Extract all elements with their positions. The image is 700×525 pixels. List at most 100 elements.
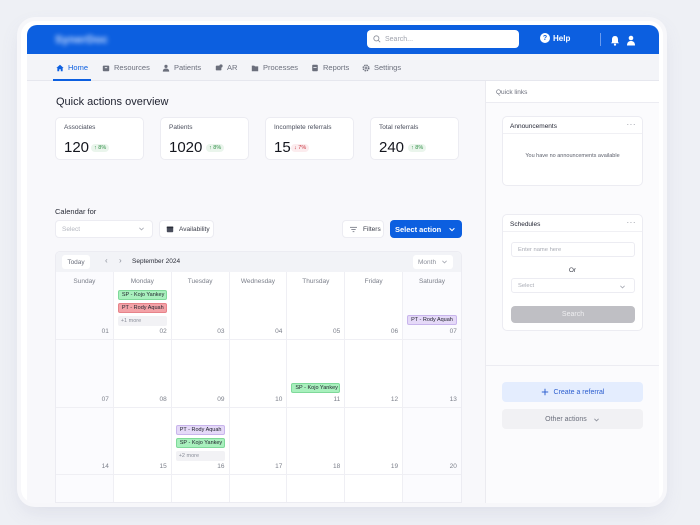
day-cell[interactable] [287,475,346,502]
calendar-event[interactable]: PT - Rody Aquah [407,315,457,325]
calendar-event[interactable]: SP - Kojo Yankey [117,290,167,300]
day-cell[interactable] [113,475,172,502]
announcements-title: Announcements [510,123,557,130]
today-button[interactable]: Today [62,255,90,269]
day-cell[interactable]: Thursday 05 [287,272,346,339]
or-label: Or [568,267,577,274]
day-cell[interactable] [229,475,288,502]
filters-button[interactable]: Filters [342,220,384,238]
main-content: Quick actions overview Associates 120 ↑ … [27,81,485,503]
day-cell[interactable]: PT - Rody Aquah SP - Kojo Yankey +2 more… [171,408,230,474]
day-cell[interactable]: 09 [171,340,230,407]
more-options-icon[interactable]: ··· [626,218,636,227]
search-input[interactable]: Search... [367,30,519,48]
home-icon [56,64,64,71]
plus-icon [541,388,548,396]
nav-ar-label: AR [227,63,238,72]
more-events-link[interactable]: +2 more [175,451,225,461]
stat-card-associates[interactable]: Associates 120 ↑ 8% [55,117,144,160]
notifications-button[interactable] [610,33,620,51]
day-cell[interactable] [171,475,230,502]
app-logo[interactable]: SynerDoc [55,34,108,46]
user-icon [627,35,635,46]
day-cell[interactable]: 19 [345,408,404,474]
day-cell[interactable]: 17 [229,408,288,474]
user-menu-button[interactable] [626,33,636,51]
schedule-name-input[interactable]: Enter name here [511,242,635,257]
day-cell[interactable]: 08 [113,340,172,407]
day-cell[interactable] [56,475,114,502]
stat-label: Incomplete referrals [274,124,332,131]
schedule-search-button[interactable]: Search [511,306,635,323]
gear-icon [362,63,370,72]
calendar-week: 14 15 PT - Rody Aquah SP - Kojo Yankey +… [56,408,461,475]
nav-resources[interactable]: Resources [102,54,150,81]
next-month-button[interactable]: › [119,256,122,265]
availability-button[interactable]: Availability [159,220,214,238]
calendar-event[interactable]: SP - Kojo Yankey [291,383,341,393]
chevron-down-icon [449,227,455,232]
day-cell[interactable]: 20 [403,408,461,474]
stat-label: Associates [64,124,96,131]
schedule-select[interactable]: Select [511,278,635,293]
nav-patients[interactable]: Patients [162,54,201,81]
day-cell[interactable]: 13 [403,340,461,407]
nav-home[interactable]: Home [52,54,92,81]
more-options-icon[interactable]: ··· [626,120,636,129]
view-select[interactable]: Month [413,255,453,269]
day-number: 19 [390,463,399,470]
help-label: Help [553,33,571,43]
day-cell[interactable]: Sunday 01 [56,272,114,339]
day-of-week-label: Tuesday [187,278,213,285]
calendar-event[interactable]: SP - Kojo Yankey [175,438,225,448]
day-cell[interactable]: Wednesday 04 [229,272,288,339]
filters-label: Filters [363,225,381,233]
quick-links-header: Quick links [486,81,659,103]
help-button[interactable]: ? Help [540,33,570,43]
report-icon [312,64,318,71]
calendar-event[interactable]: PT - Rody Aquah [117,303,167,313]
day-number: 14 [101,463,109,470]
day-cell[interactable]: 07 [56,340,114,407]
stat-value: 120 [64,139,90,156]
calendar-icon [166,226,174,233]
nav-ar[interactable]: AR [215,54,237,81]
select-action-dropdown[interactable]: Select action [390,220,462,238]
day-cell[interactable]: Saturday PT - Rody Aquah 07 [403,272,461,339]
day-cell[interactable]: 14 [56,408,114,474]
day-number: 02 [159,328,167,335]
app-window: SynerDoc Search... ? Help Home Resources… [21,21,663,503]
stat-card-patients[interactable]: Patients 1020 ↑ 8% [160,117,249,160]
nav-reports[interactable]: Reports [311,54,349,81]
topbar-divider [600,33,601,46]
calendar-for-select[interactable]: Select [55,220,153,238]
other-actions-button[interactable]: Other actions [502,409,643,429]
create-referral-button[interactable]: Create a referral [502,382,643,402]
select-action-label: Select action [395,224,442,234]
prev-month-button[interactable]: ‹ [105,256,108,265]
calendar-event[interactable]: PT - Rody Aquah [175,425,225,435]
stat-card-incomplete-referrals[interactable]: Incomplete referrals 15 ↓ 7% [265,117,354,160]
view-label: Month [418,258,437,266]
day-cell[interactable] [403,475,461,502]
day-cell[interactable]: 15 [113,408,172,474]
day-cell[interactable]: 12 [345,340,404,407]
schedules-title: Schedules [510,221,541,228]
day-cell[interactable]: SP - Kojo Yankey 11 [287,340,346,407]
day-of-week-label: Wednesday [240,278,276,285]
day-of-week-label: Saturday [418,278,445,285]
day-cell[interactable]: 10 [229,340,288,407]
day-cell[interactable]: Friday 06 [345,272,404,339]
nav-home-label: Home [68,63,89,72]
day-cell[interactable]: 18 [287,408,346,474]
nav-settings[interactable]: Settings [362,54,401,81]
section-divider [486,365,659,366]
chevron-down-icon [620,285,625,289]
day-cell[interactable] [345,475,404,502]
nav-processes[interactable]: Processes [251,54,298,81]
more-events-link[interactable]: +1 more [117,316,167,326]
chevron-down-icon [442,260,447,264]
day-cell[interactable]: Monday SP - Kojo Yankey PT - Rody Aquah … [113,272,172,339]
day-cell[interactable]: Tuesday 03 [171,272,230,339]
stat-card-total-referrals[interactable]: Total referrals 240 ↑ 8% [370,117,459,160]
